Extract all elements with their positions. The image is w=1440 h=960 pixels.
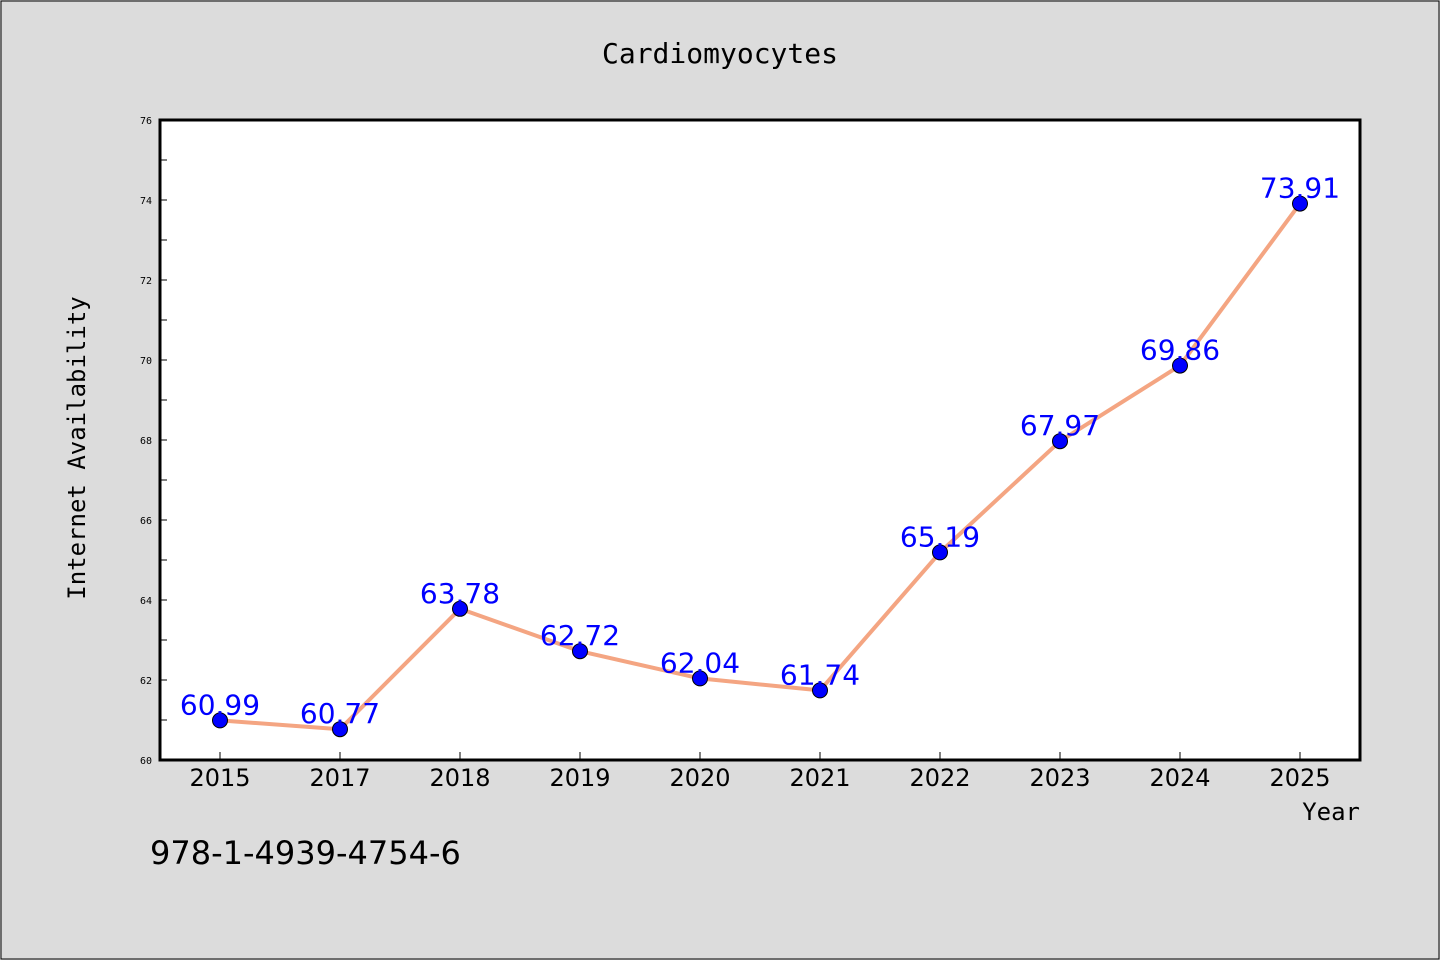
x-tick-label: 2019 <box>549 764 610 792</box>
y-tick-label: 72 <box>140 276 152 287</box>
y-axis: 60 62 64 66 68 70 72 74 76 <box>140 116 167 767</box>
data-point <box>332 721 348 738</box>
data-point <box>812 682 828 699</box>
data-labels: 60.99 60.77 63.78 62.72 62.04 61.74 65.19 67.97… <box>180 172 1340 731</box>
y-tick-label: 62 <box>140 676 152 687</box>
data-label: 60.99 <box>180 688 260 721</box>
y-tick-label: 60 <box>140 756 152 767</box>
data-label: 67.97 <box>1020 409 1100 442</box>
data-markers <box>212 195 1308 738</box>
x-axis: 2015 2017 2018 2019 2020 2021 2022 2023 2024 2025 <box>189 752 1331 792</box>
x-tick-label: 2025 <box>1269 764 1330 792</box>
data-point <box>212 712 228 729</box>
y-tick-label: 70 <box>140 356 152 367</box>
x-tick-label: 2022 <box>909 764 970 792</box>
data-label: 62.04 <box>660 646 740 679</box>
data-label: 73.91 <box>1260 172 1340 205</box>
data-point <box>452 600 468 617</box>
x-tick-label: 2023 <box>1029 764 1090 792</box>
x-tick-label: 2017 <box>309 764 370 792</box>
x-tick-label: 2021 <box>789 764 850 792</box>
data-label: 65.19 <box>900 520 980 553</box>
data-point <box>1172 357 1188 374</box>
y-tick-label: 66 <box>140 516 152 527</box>
chart-title: Cardiomyocytes <box>602 37 838 70</box>
footer-code: 978-1-4939-4754-6 <box>150 834 461 872</box>
y-tick-label: 68 <box>140 436 152 447</box>
data-label: 60.77 <box>300 697 380 730</box>
data-label: 61.74 <box>780 658 860 691</box>
data-label: 63.78 <box>420 577 500 610</box>
data-label: 69.86 <box>1140 334 1220 367</box>
x-tick-label: 2015 <box>189 764 250 792</box>
data-point <box>692 670 708 687</box>
y-tick-label: 74 <box>140 196 152 207</box>
data-point <box>572 643 588 660</box>
x-tick-label: 2020 <box>669 764 730 792</box>
y-tick-label: 76 <box>140 116 152 127</box>
x-tick-label: 2024 <box>1149 764 1210 792</box>
data-label: 62.72 <box>540 619 620 652</box>
y-axis-label: Internet Availability <box>63 296 91 599</box>
series-line <box>218 201 1302 732</box>
x-axis-label: Year <box>1302 798 1360 826</box>
data-point <box>1052 433 1068 450</box>
y-tick-label: 64 <box>140 596 152 607</box>
plot-area <box>158 118 1362 762</box>
x-tick-label: 2018 <box>429 764 490 792</box>
data-point <box>1292 195 1308 212</box>
data-point <box>932 544 948 561</box>
